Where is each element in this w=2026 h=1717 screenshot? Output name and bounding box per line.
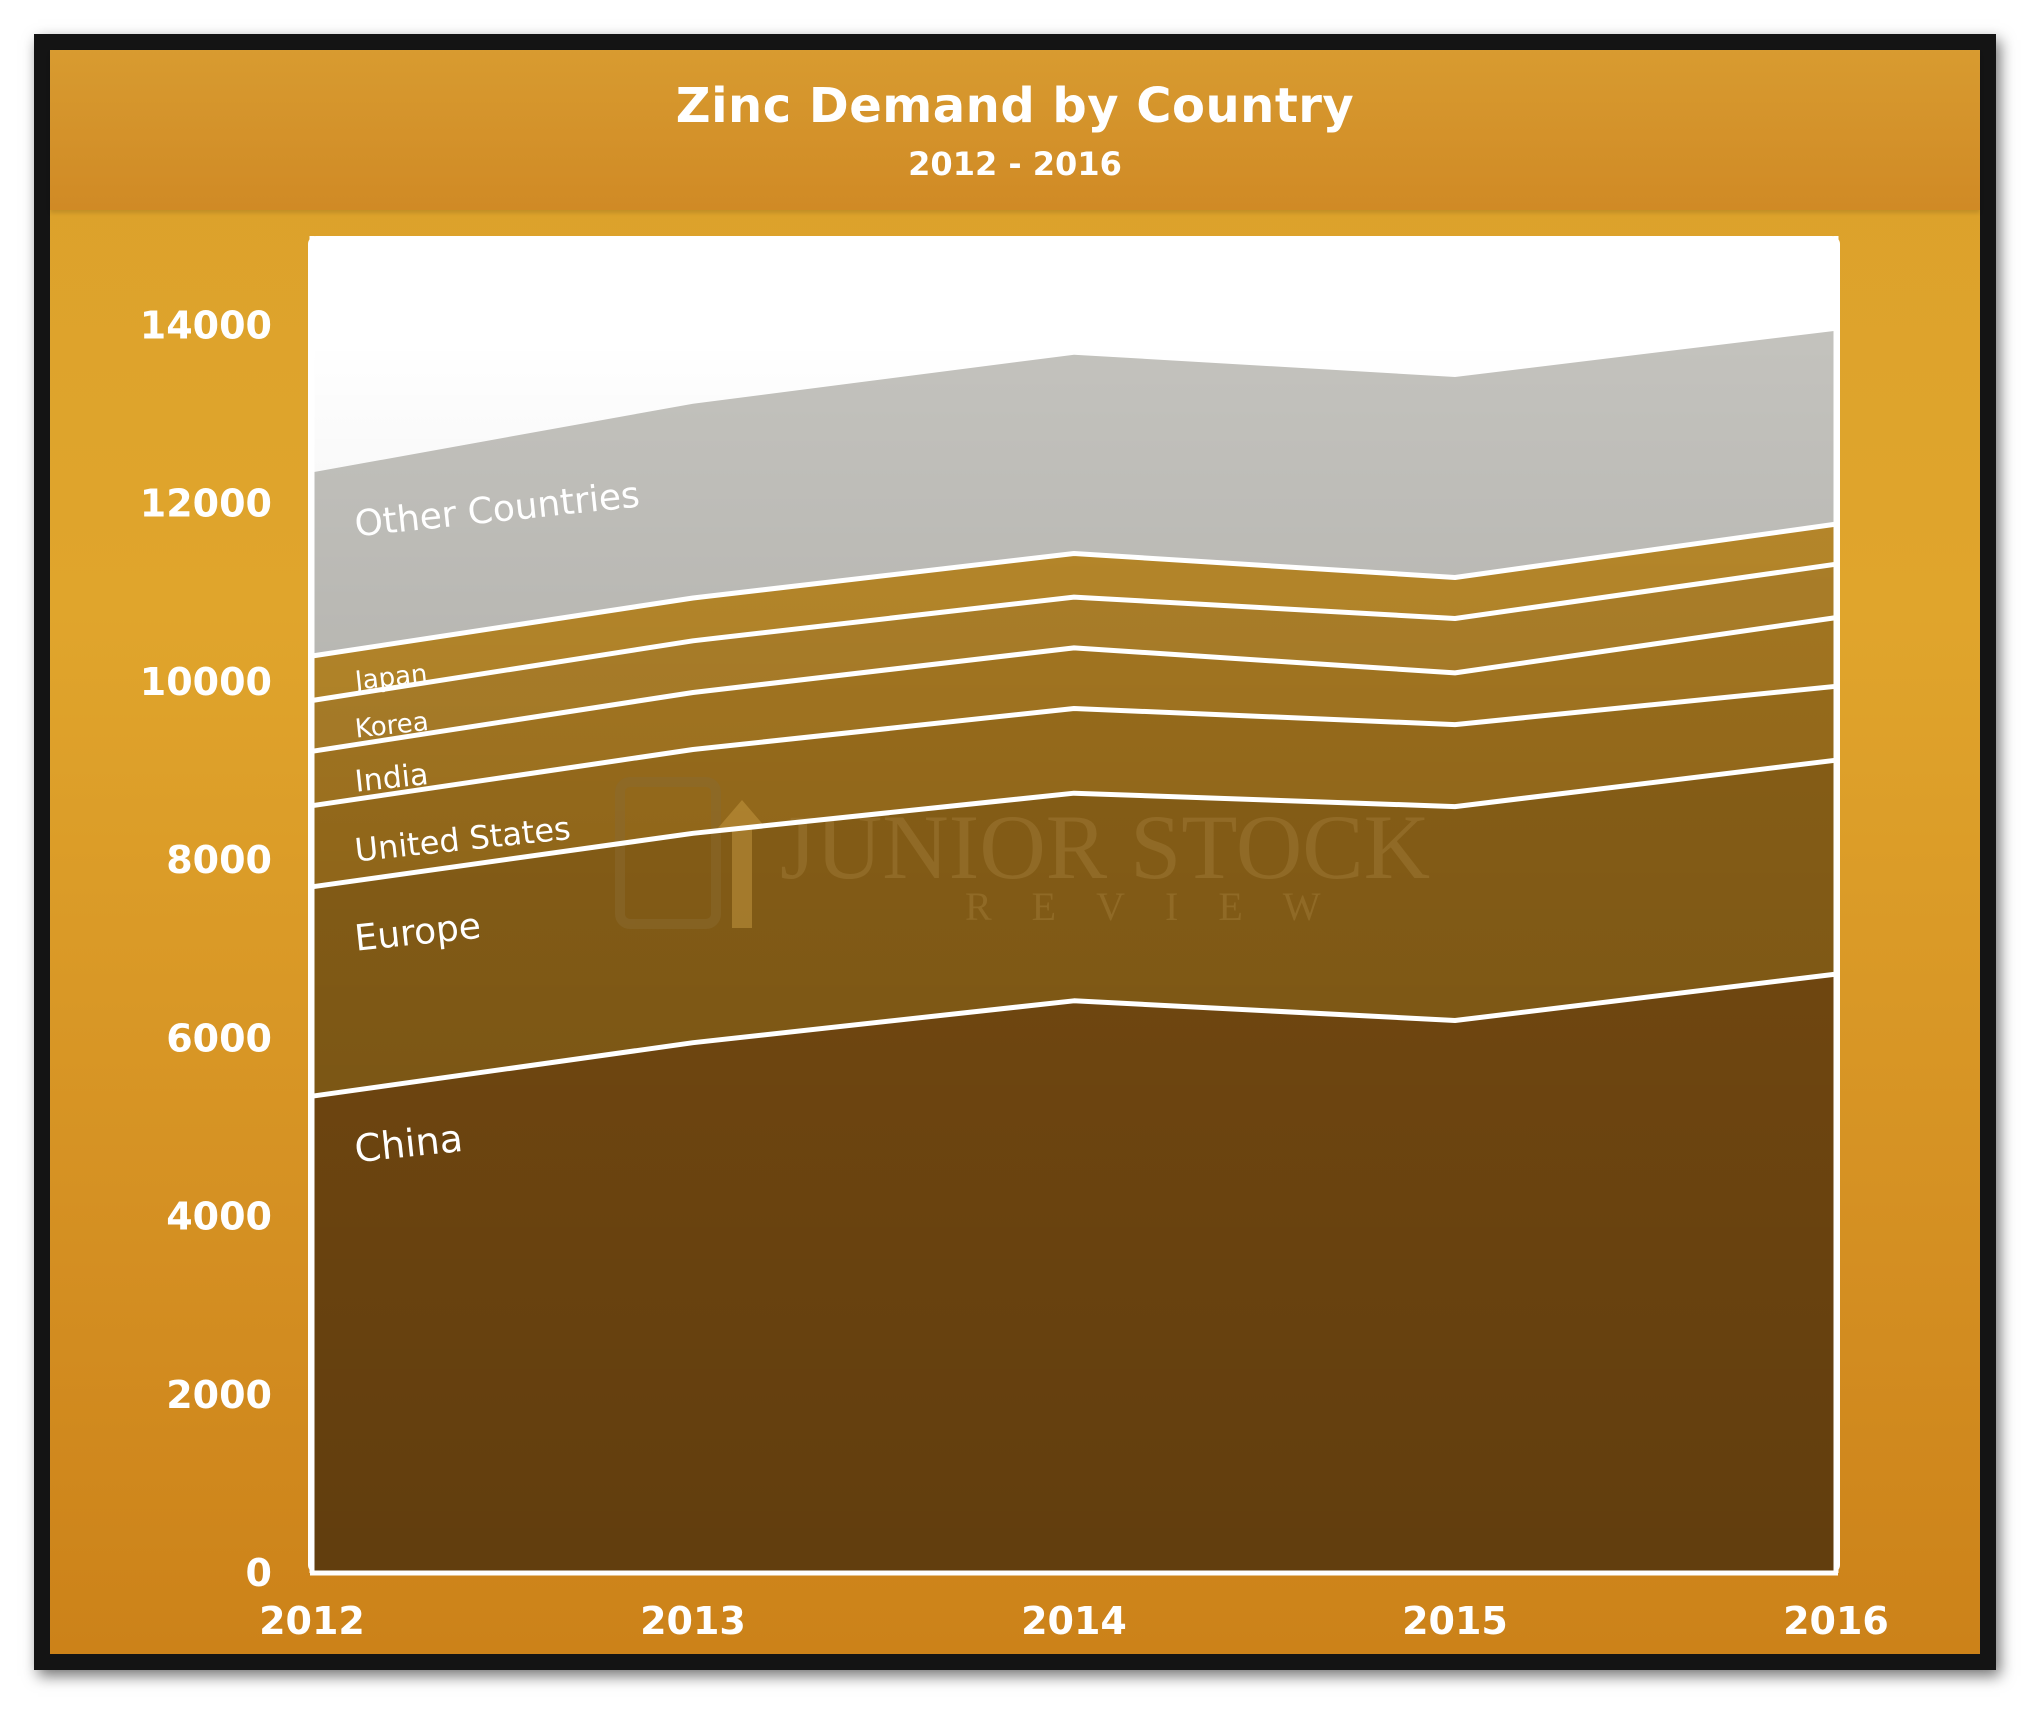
y-tick-label: 8000 [166, 838, 272, 882]
chart-title: Zinc Demand by Country [675, 78, 1355, 134]
watermark-line2: REVIEW [965, 884, 1361, 929]
x-tick-label: 2012 [259, 1599, 365, 1643]
divider-europe [311, 757, 1837, 890]
watermark-logo-box [615, 777, 721, 929]
y-tick-label: 2000 [166, 1373, 272, 1417]
divider-united-states [311, 683, 1837, 809]
divider-india [311, 615, 1837, 754]
y-tick-label: 0 [246, 1551, 272, 1595]
y-tick-label: 6000 [166, 1016, 272, 1060]
title-bar [50, 50, 1980, 210]
x-tick-label: 2013 [640, 1599, 746, 1643]
watermark-line1: JUNIOR STOCK [780, 796, 1430, 898]
series-dividers [311, 521, 1837, 1099]
chart-subtitle: 2012 - 2016 [908, 145, 1122, 183]
plot-shading [312, 340, 1836, 1573]
y-tick-label: 10000 [140, 660, 272, 704]
x-axis-ticks: 2012 2013 2014 2015 2016 [259, 1599, 1889, 1643]
y-axis-ticks: 0 2000 4000 6000 8000 10000 12000 14000 [140, 303, 272, 1595]
y-tick-label: 4000 [166, 1195, 272, 1239]
y-tick-label: 14000 [140, 303, 272, 347]
divider-china [311, 971, 1837, 1099]
x-tick-label: 2014 [1021, 1599, 1127, 1643]
x-tick-label: 2016 [1783, 1599, 1889, 1643]
x-tick-label: 2015 [1402, 1599, 1508, 1643]
label-india: India [353, 757, 430, 800]
watermark: JUNIOR STOCK REVIEW [615, 777, 1430, 929]
y-tick-label: 12000 [140, 482, 272, 526]
watermark-arrow-icon [718, 800, 766, 928]
divider-korea [311, 561, 1837, 703]
divider-japan [311, 521, 1837, 659]
